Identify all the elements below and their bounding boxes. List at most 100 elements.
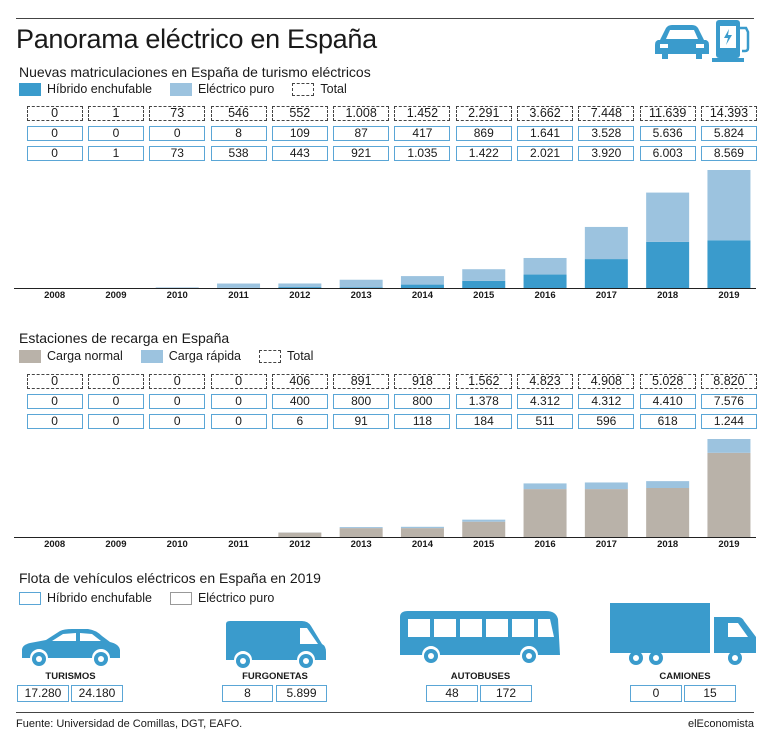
- series0-cell: 4.312: [517, 394, 574, 409]
- total-cell: 2.291: [455, 106, 512, 121]
- fleet-label-furgonetas: FURGONETAS: [242, 671, 308, 682]
- series1-cell: 0: [210, 414, 267, 429]
- series1-cell: 2.021: [517, 146, 574, 161]
- x-tick-label: 2011: [228, 290, 249, 301]
- x-tick-label: 2015: [473, 290, 495, 301]
- legend-label: Eléctrico puro: [197, 591, 275, 605]
- fleet-value-hibrido: 8: [222, 685, 273, 702]
- bar-series1: [339, 527, 383, 529]
- bar-series1: [217, 283, 261, 288]
- total-cell: 546: [210, 106, 267, 121]
- section1-legend: Híbrido enchufable Eléctrico puro Total: [19, 82, 365, 96]
- fleet-value-hibrido: 0: [630, 685, 682, 702]
- bar-series1: [707, 170, 751, 241]
- section2-title: Estaciones de recarga en España: [19, 330, 230, 346]
- series0-cell: 0: [210, 394, 267, 409]
- total-cell: 1.562: [455, 374, 512, 389]
- series0-cell: 5.636: [639, 126, 696, 141]
- series1-cell: 511: [517, 414, 574, 429]
- x-tick-label: 2017: [595, 290, 617, 301]
- series0-cell: 0: [87, 394, 144, 409]
- total-cell: 4.823: [517, 374, 574, 389]
- series1-cell: 1.422: [455, 146, 512, 161]
- series1-cell: 596: [578, 414, 635, 429]
- bar-series0: [462, 521, 506, 537]
- car-icon: [655, 25, 709, 59]
- series1-cell: 0: [87, 414, 144, 429]
- series0-cell: 7.576: [700, 394, 757, 409]
- series0-cell: 0: [26, 394, 83, 409]
- bar-series0: [646, 241, 690, 288]
- series1-cell: 1.035: [394, 146, 451, 161]
- legend-label: Híbrido enchufable: [47, 82, 152, 96]
- bar-series0: [339, 287, 383, 288]
- charging-station-icon: [712, 20, 750, 62]
- legend-swatch-hibrido: [19, 591, 41, 605]
- legend-label: Carga rápida: [168, 349, 241, 363]
- legend-label: Total: [287, 349, 314, 363]
- series1-cell: 538: [210, 146, 267, 161]
- legend-swatch-electrico: [169, 82, 192, 96]
- truck-icon: [610, 603, 756, 665]
- series0-cell: 417: [394, 126, 451, 141]
- fleet-value-electrico: 24.180: [71, 685, 123, 702]
- legend-swatch-carga-normal: [19, 349, 41, 363]
- x-tick-label: 2019: [718, 290, 740, 301]
- x-tick-label: 2012: [289, 539, 311, 550]
- x-tick-label: 2013: [350, 539, 372, 550]
- series1-cell: 91: [333, 414, 390, 429]
- series0-cell: 800: [333, 394, 390, 409]
- total-cell: 1.008: [333, 106, 390, 121]
- x-tick-label: 2016: [534, 290, 556, 301]
- fleet-value-electrico: 5.899: [276, 685, 327, 702]
- total-cell: 8.820: [700, 374, 757, 389]
- bar-series1: [400, 526, 444, 529]
- series1-cell: 6: [271, 414, 328, 429]
- bar-series1: [646, 192, 690, 242]
- x-tick-label: 2018: [657, 290, 679, 301]
- series0-cell: 87: [333, 126, 390, 141]
- series0-cell: 1.641: [517, 126, 574, 141]
- series1-cell: 618: [639, 414, 696, 429]
- bar-series0: [707, 240, 751, 288]
- total-cell: 11.639: [639, 106, 696, 121]
- bar-series1: [400, 276, 444, 285]
- series0-cell: 3.528: [578, 126, 635, 141]
- x-tick-label: 2011: [228, 539, 249, 550]
- legend-swatch-total: [292, 82, 315, 96]
- bar-series0: [584, 259, 628, 288]
- bar-series0: [646, 488, 690, 537]
- total-cell: 4.908: [578, 374, 635, 389]
- x-tick-label: 2014: [411, 539, 433, 550]
- series0-cell: 5.824: [700, 126, 757, 141]
- total-cell: 0: [210, 374, 267, 389]
- bar-series0: [278, 287, 322, 288]
- fleet-value-electrico: 172: [480, 685, 532, 702]
- total-cell: 0: [26, 374, 83, 389]
- x-tick-label: 2017: [595, 539, 617, 550]
- x-tick-label: 2009: [105, 290, 127, 301]
- x-tick-label: 2012: [289, 290, 311, 301]
- series1-cell: 921: [333, 146, 390, 161]
- series1-cell: 118: [394, 414, 451, 429]
- x-tick-label: 2013: [350, 290, 372, 301]
- section1-title: Nuevas matriculaciones en España de turi…: [19, 64, 371, 80]
- series0-cell: 109: [271, 126, 328, 141]
- x-tick-label: 2008: [44, 290, 66, 301]
- bar-series1: [339, 279, 383, 288]
- fleet-title: Flota de vehículos eléctricos en España …: [19, 570, 321, 586]
- bar-series0: [523, 489, 567, 537]
- x-tick-label: 2010: [166, 539, 188, 550]
- fleet-value-hibrido: 17.280: [17, 685, 69, 702]
- bar-series1: [646, 481, 690, 488]
- series1-cell: 73: [149, 146, 206, 161]
- bus-icon: [400, 611, 560, 663]
- fleet-label-camiones: CAMIONES: [659, 671, 711, 682]
- source-note: Fuente: Universidad de Comillas, DGT, EA…: [16, 718, 243, 730]
- x-tick-label: 2014: [411, 290, 433, 301]
- legend-label: Eléctrico puro: [197, 82, 275, 96]
- fleet-value-hibrido: 48: [426, 685, 478, 702]
- bar-series1: [462, 519, 506, 522]
